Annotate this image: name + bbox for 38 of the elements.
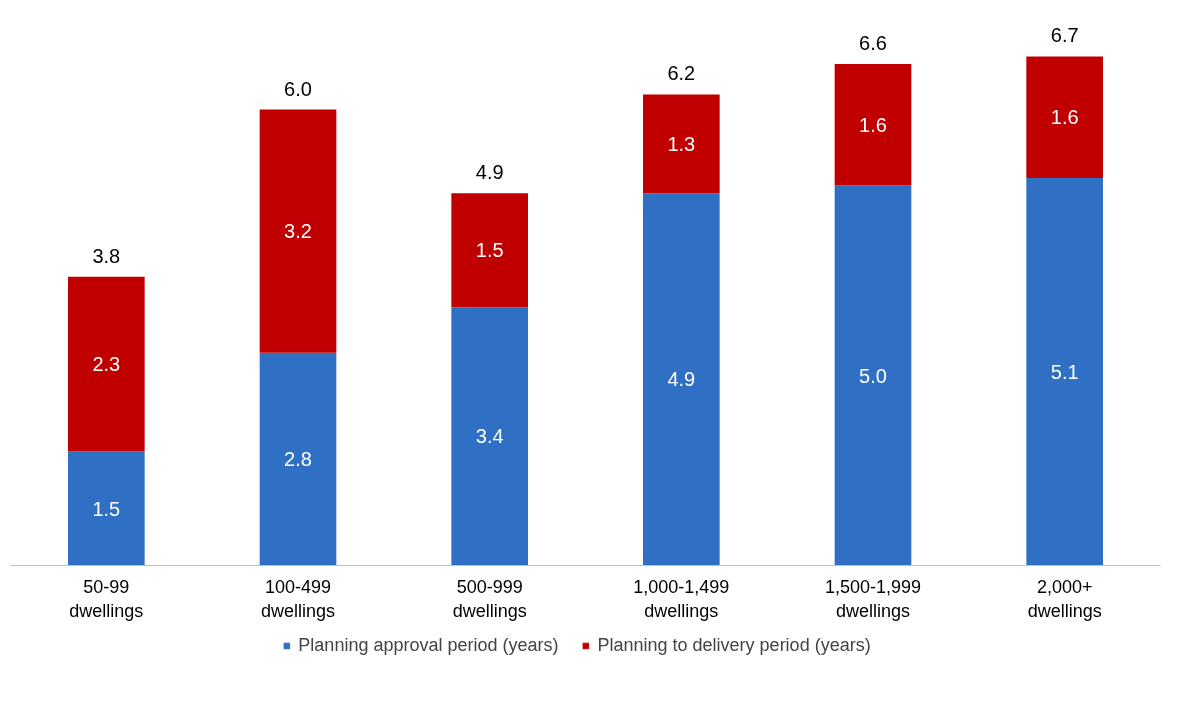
data-label: 3.4 (475, 425, 504, 448)
x-tick-label: 50-99 dwellings (69, 576, 144, 621)
bar (68, 451, 145, 566)
data-label: 4.9 (667, 368, 696, 391)
total-label: 6.6 (859, 32, 887, 55)
data-label: 1.6 (1050, 106, 1079, 129)
x-tick-label: 1,500-1,999 dwellings (824, 576, 922, 621)
bar (259, 109, 337, 353)
data-label: 1.5 (475, 239, 504, 262)
data-label: 3.2 (284, 220, 312, 243)
bar (834, 64, 912, 186)
bar (1026, 56, 1103, 178)
total-label: 6.2 (667, 62, 696, 85)
data-label: 5.0 (859, 364, 887, 387)
total-label: 4.9 (475, 161, 504, 184)
bar (68, 276, 145, 452)
bar (451, 307, 528, 566)
total-label: 6.7 (1050, 24, 1079, 47)
data-label: 5.1 (1050, 360, 1079, 383)
x-tick-label: 2,000+ dwellings (1027, 576, 1102, 621)
x-tick-label: 500-999 dwellings (452, 576, 527, 621)
bar (1026, 177, 1103, 566)
data-label: 1.3 (667, 132, 696, 155)
data-label: 2.3 (92, 353, 121, 376)
bar (643, 94, 720, 194)
total-label: 3.8 (92, 244, 121, 267)
data-label: 1.5 (92, 497, 121, 520)
bar (834, 185, 912, 566)
x-tick-label: 100-499 dwellings (260, 576, 336, 621)
bar (643, 193, 720, 566)
legend-label: Planning to delivery period (years) (597, 634, 871, 656)
bar (451, 193, 528, 308)
x-tick-label: 1,000-1,499 dwellings (633, 576, 730, 621)
total-label: 6.0 (284, 77, 312, 100)
bar (259, 352, 337, 566)
data-label: 2.8 (284, 448, 312, 471)
data-label: 1.6 (859, 113, 887, 136)
legend-label: Planning approval period (years) (298, 634, 559, 656)
